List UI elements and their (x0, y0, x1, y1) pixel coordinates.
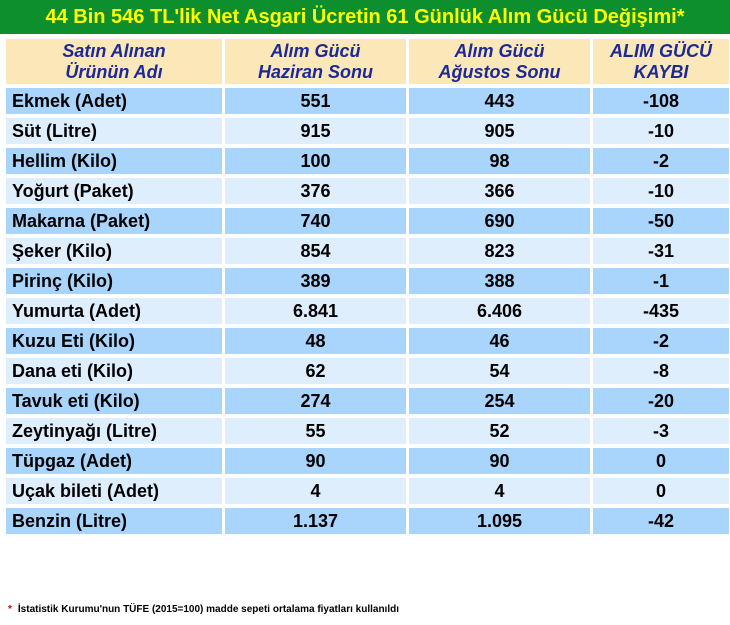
table-row: Yumurta (Adet) 6.841 6.406 -435 (6, 298, 729, 324)
cell-name: Kuzu Eti (Kilo) (6, 328, 222, 354)
cell-name: Hellim (Kilo) (6, 148, 222, 174)
cell-june: 1.137 (225, 508, 406, 534)
header-august: Alım Gücü Ağustos Sonu (409, 39, 590, 84)
cell-august: 823 (409, 238, 590, 264)
cell-august: 905 (409, 118, 590, 144)
cell-name: Makarna (Paket) (6, 208, 222, 234)
cell-june: 274 (225, 388, 406, 414)
cell-name: Benzin (Litre) (6, 508, 222, 534)
cell-name: Dana eti (Kilo) (6, 358, 222, 384)
cell-loss: -10 (593, 118, 729, 144)
cell-name: Tüpgaz (Adet) (6, 448, 222, 474)
table-row: Zeytinyağı (Litre) 55 52 -3 (6, 418, 729, 444)
table-row: Süt (Litre) 915 905 -10 (6, 118, 729, 144)
cell-june: 6.841 (225, 298, 406, 324)
header-loss-line2: KAYBI (633, 61, 689, 82)
cell-name: Tavuk eti (Kilo) (6, 388, 222, 414)
table-header-row: Satın Alınan Ürünün Adı Alım Gücü Hazira… (6, 39, 729, 84)
footnote: * İstatistik Kurumu'nun TÜFE (2015=100) m… (8, 604, 399, 615)
cell-loss: -50 (593, 208, 729, 234)
cell-loss: -8 (593, 358, 729, 384)
table-row: Benzin (Litre) 1.137 1.095 -42 (6, 508, 729, 534)
cell-august: 46 (409, 328, 590, 354)
cell-august: 254 (409, 388, 590, 414)
cell-june: 4 (225, 478, 406, 504)
cell-august: 90 (409, 448, 590, 474)
cell-june: 389 (225, 268, 406, 294)
header-product-line2: Ürünün Adı (65, 61, 163, 82)
footnote-marker: * (8, 604, 12, 615)
cell-august: 388 (409, 268, 590, 294)
cell-august: 4 (409, 478, 590, 504)
table-row: Ekmek (Adet) 551 443 -108 (6, 88, 729, 114)
table-row: Pirinç (Kilo) 389 388 -1 (6, 268, 729, 294)
cell-name: Süt (Litre) (6, 118, 222, 144)
cell-loss: -2 (593, 328, 729, 354)
cell-loss: 0 (593, 478, 729, 504)
table-row: Dana eti (Kilo) 62 54 -8 (6, 358, 729, 384)
header-june-line2: Haziran Sonu (257, 61, 373, 82)
cell-name: Ekmek (Adet) (6, 88, 222, 114)
cell-loss: -31 (593, 238, 729, 264)
cell-june: 100 (225, 148, 406, 174)
cell-june: 551 (225, 88, 406, 114)
header-loss: ALIM GÜCÜ KAYBI (593, 39, 729, 84)
header-product: Satın Alınan Ürünün Adı (6, 39, 222, 84)
table-row: Tavuk eti (Kilo) 274 254 -20 (6, 388, 729, 414)
cell-name: Zeytinyağı (Litre) (6, 418, 222, 444)
table-row: Şeker (Kilo) 854 823 -31 (6, 238, 729, 264)
table-body: Ekmek (Adet) 551 443 -108 Süt (Litre) 915 905-… (6, 88, 729, 534)
cell-june: 55 (225, 418, 406, 444)
cell-loss: -435 (593, 298, 729, 324)
cell-august: 690 (409, 208, 590, 234)
cell-loss: 0 (593, 448, 729, 474)
cell-name: Pirinç (Kilo) (6, 268, 222, 294)
cell-june: 915 (225, 118, 406, 144)
cell-june: 854 (225, 238, 406, 264)
cell-loss: -42 (593, 508, 729, 534)
cell-name: Yoğurt (Paket) (6, 178, 222, 204)
cell-loss: -108 (593, 88, 729, 114)
cell-june: 62 (225, 358, 406, 384)
cell-june: 376 (225, 178, 406, 204)
header-loss-line1: ALIM GÜCÜ (610, 40, 712, 61)
table-row: Uçak bileti (Adet) 4 4 0 (6, 478, 729, 504)
header-june: Alım Gücü Haziran Sonu (225, 39, 406, 84)
cell-june: 90 (225, 448, 406, 474)
header-august-line2: Ağustos Sonu (438, 61, 561, 82)
cell-august: 6.406 (409, 298, 590, 324)
cell-june: 48 (225, 328, 406, 354)
cell-name: Şeker (Kilo) (6, 238, 222, 264)
header-product-line1: Satın Alınan (62, 40, 166, 61)
cell-august: 1.095 (409, 508, 590, 534)
cell-august: 366 (409, 178, 590, 204)
cell-loss: -1 (593, 268, 729, 294)
cell-loss: -20 (593, 388, 729, 414)
footnote-text: İstatistik Kurumu'nun TÜFE (2015=100) ma… (17, 604, 400, 615)
page-title: 44 Bin 546 TL'lik Net Asgari Ücretin 61 … (0, 0, 730, 34)
cell-june: 740 (225, 208, 406, 234)
cell-august: 443 (409, 88, 590, 114)
cell-loss: -3 (593, 418, 729, 444)
table-row: Tüpgaz (Adet) 90 90 0 (6, 448, 729, 474)
purchasing-power-table: Satın Alınan Ürünün Adı Alım Gücü Hazira… (3, 35, 730, 538)
table-row: Kuzu Eti (Kilo) 48 46 -2 (6, 328, 729, 354)
cell-loss: -2 (593, 148, 729, 174)
cell-august: 52 (409, 418, 590, 444)
cell-august: 54 (409, 358, 590, 384)
table-row: Yoğurt (Paket) 376 366 -10 (6, 178, 729, 204)
cell-name: Uçak bileti (Adet) (6, 478, 222, 504)
cell-loss: -10 (593, 178, 729, 204)
table-row: Makarna (Paket) 740 690 -50 (6, 208, 729, 234)
cell-name: Yumurta (Adet) (6, 298, 222, 324)
cell-august: 98 (409, 148, 590, 174)
header-august-line1: Alım Gücü (454, 40, 545, 61)
header-june-line1: Alım Gücü (270, 40, 361, 61)
table-row: Hellim (Kilo) 100 98 -2 (6, 148, 729, 174)
